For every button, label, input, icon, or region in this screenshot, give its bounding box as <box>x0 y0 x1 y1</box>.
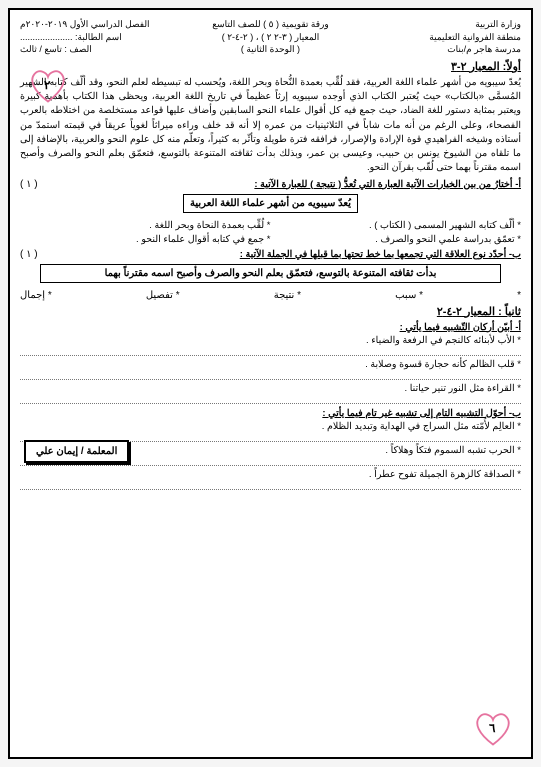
page-num-bottom: ٦ <box>489 721 495 735</box>
page-num-top: ٢ <box>44 78 50 92</box>
header-right: وزارة التربية منطقة الفروانية التعليمية … <box>354 18 521 56</box>
heart-icon-top: ٢ <box>28 68 68 104</box>
heart-icon-bottom: ٦ <box>473 711 513 747</box>
score-a: ( ١ ) <box>20 179 38 190</box>
answer-line[interactable] <box>20 396 521 404</box>
score-b: ( ١ ) <box>20 249 38 260</box>
answer-line[interactable] <box>20 348 521 356</box>
header-left: الفصل الدراسي الأول ٢٠١٩-٢٠٢٠م اسم الطال… <box>20 18 187 56</box>
header: وزارة التربية منطقة الفروانية التعليمية … <box>20 18 521 56</box>
answer-line[interactable] <box>20 372 521 380</box>
answer-line[interactable] <box>20 482 521 490</box>
question2-a: أ- أبيّن أركان التّشبيه فيما يأتي : <box>20 322 521 333</box>
header-center: ورقة تقويمية ( ٥ ) للصف التاسع المعيار (… <box>187 18 354 56</box>
item-a3: القراءة مثل النور تنير حياتنا . <box>20 383 521 394</box>
item-b1: العالِم لأُمّته مثل السراج في الهداية وت… <box>20 421 521 432</box>
question-a: أ- أختارُ من بين الخيارات الآتية العبارة… <box>20 179 521 190</box>
box-statement-2: بدأت ثقافته المتنوعة بالتوسع، فتعمّق بعل… <box>40 264 501 283</box>
section2-title: ثانياً : المعيار ٢-٤-٢ <box>20 305 521 318</box>
relation-types: سببنتيجةتفصيلإجمال <box>20 290 521 301</box>
section1-title: أولاً: المعيار ٢-٣ <box>20 60 521 73</box>
options-row-1: * ألّف كتابه الشهير المسمى ( الكتاب ) .*… <box>20 220 521 231</box>
options-row-2: * تعمّق بدراسة علمي النحو والصرف .* جمع … <box>20 234 521 245</box>
worksheet-page: وزارة التربية منطقة الفروانية التعليمية … <box>8 8 533 759</box>
item-a1: الأب لأبنائه كالنجم في الرفعة والضياء . <box>20 335 521 346</box>
passage: يُعدّ سيبويه من أشهر علماء اللغة العربية… <box>20 76 521 176</box>
question2-b: ب- أحوّل التشبيه التام إلى تشبيه غير تام… <box>20 408 521 419</box>
box-statement-1: يُعدّ سيبويه من أشهر علماء اللغة العربية <box>183 194 358 213</box>
teacher-box: المعلمة / إيمان علي <box>24 440 129 463</box>
question-b: ب- أحدّد نوع العلاقة التي تجمعها بما خط … <box>20 249 521 260</box>
item-b3: الصداقة كالزهرة الجميلة تفوح عطراً . <box>20 469 521 480</box>
item-a2: قلب الظالم كأنه حجارة قسوة وصلابة . <box>20 359 521 370</box>
